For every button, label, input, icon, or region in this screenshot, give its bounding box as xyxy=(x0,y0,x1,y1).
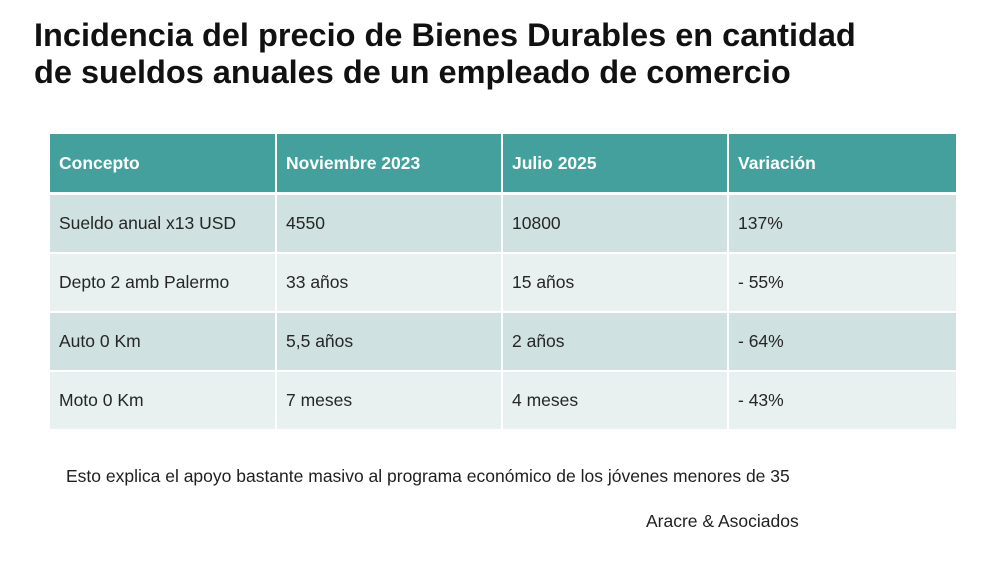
cell-julio-2025: 15 años xyxy=(502,253,729,313)
cell-noviembre-2023: 5,5 años xyxy=(276,312,503,372)
comparison-table: Concepto Noviembre 2023 Julio 2025 Varia… xyxy=(50,134,956,431)
table-row: Depto 2 amb Palermo 33 años 15 años - 55… xyxy=(50,253,956,313)
title-line-2: de sueldos anuales de un empleado de com… xyxy=(34,54,791,90)
cell-concepto: Auto 0 Km xyxy=(50,312,277,372)
cell-noviembre-2023: 4550 xyxy=(276,193,503,254)
column-header-noviembre-2023: Noviembre 2023 xyxy=(276,134,503,195)
title-line-1: Incidencia del precio de Bienes Durables… xyxy=(34,17,856,53)
table-row: Sueldo anual x13 USD 4550 10800 137% xyxy=(50,193,956,254)
cell-concepto: Depto 2 amb Palermo xyxy=(50,253,277,313)
column-header-variacion: Variación xyxy=(728,134,956,195)
cell-variacion: 137% xyxy=(728,193,956,254)
cell-concepto: Moto 0 Km xyxy=(50,371,277,431)
table-row: Moto 0 Km 7 meses 4 meses - 43% xyxy=(50,371,956,431)
column-header-julio-2025: Julio 2025 xyxy=(502,134,729,195)
cell-variacion: - 64% xyxy=(728,312,956,372)
cell-noviembre-2023: 33 años xyxy=(276,253,503,313)
cell-variacion: - 43% xyxy=(728,371,956,431)
cell-concepto: Sueldo anual x13 USD xyxy=(50,193,277,254)
footnote-text: Esto explica el apoyo bastante masivo al… xyxy=(66,466,790,486)
table-header-row: Concepto Noviembre 2023 Julio 2025 Varia… xyxy=(50,134,956,195)
cell-julio-2025: 2 años xyxy=(502,312,729,372)
cell-noviembre-2023: 7 meses xyxy=(276,371,503,431)
source-attribution: Aracre & Asociados xyxy=(646,511,799,531)
page-title: Incidencia del precio de Bienes Durables… xyxy=(34,17,954,91)
table-row: Auto 0 Km 5,5 años 2 años - 64% xyxy=(50,312,956,372)
cell-variacion: - 55% xyxy=(728,253,956,313)
cell-julio-2025: 10800 xyxy=(502,193,729,254)
column-header-concepto: Concepto xyxy=(50,134,277,195)
cell-julio-2025: 4 meses xyxy=(502,371,729,431)
